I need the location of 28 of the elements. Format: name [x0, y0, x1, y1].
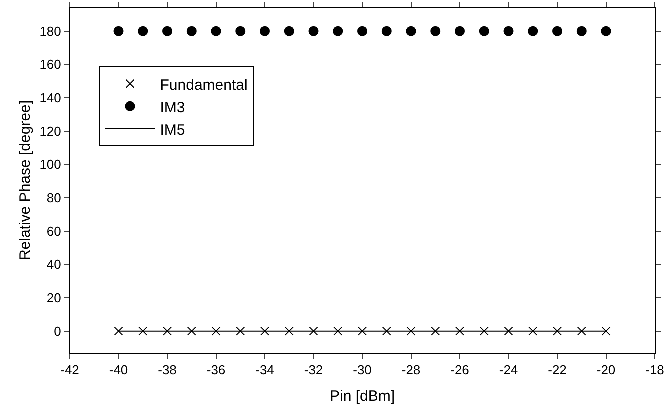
y-tick-label: 60	[46, 224, 62, 239]
x-tick-label: -42	[60, 362, 80, 378]
x-tick-label: -26	[450, 362, 470, 378]
y-tick-label: 20	[46, 290, 62, 306]
legend-label: IM5	[160, 122, 186, 139]
y-tick-label: 80	[46, 190, 62, 206]
x-tick-label: -36	[206, 362, 226, 378]
x-tick-label: -20	[596, 362, 616, 378]
y-tick-label: 140	[40, 90, 62, 106]
y-tick-label: 100	[40, 157, 62, 172]
x-tick-label: -24	[499, 362, 518, 378]
x-tick-label: -40	[109, 362, 128, 378]
y-tick-label: 160	[40, 57, 62, 72]
x-tick-label: -22	[548, 362, 567, 378]
y-tick-label: 180	[40, 24, 62, 39]
legend-label: IM3	[160, 99, 186, 116]
y-tick-label: 0	[54, 324, 62, 339]
y-tick-label: 120	[40, 124, 62, 139]
x-axis-title: Pin [dBm]	[330, 388, 396, 405]
x-tick-label: -32	[304, 362, 324, 378]
x-tick-label: -34	[256, 362, 274, 378]
y-tick-label: 40	[46, 257, 62, 272]
x-tick-label: -18	[646, 362, 664, 378]
legend-label: Fundamental	[160, 76, 248, 94]
x-tick-label: -28	[402, 362, 421, 378]
x-tick-label: -38	[158, 362, 177, 378]
x-tick-label: -30	[353, 362, 372, 378]
y-axis-title: Relative Phase [degree]	[17, 100, 34, 261]
